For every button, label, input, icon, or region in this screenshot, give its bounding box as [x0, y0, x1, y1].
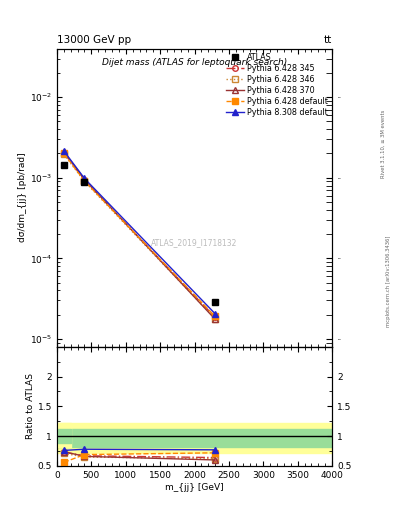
- Bar: [57, 423, 332, 453]
- Pythia 8.308 default: [61, 148, 66, 154]
- Line: Pythia 6.428 345: Pythia 6.428 345: [61, 150, 218, 320]
- Line: Pythia 6.428 default: Pythia 6.428 default: [61, 150, 219, 320]
- Pythia 6.428 default: [213, 313, 218, 319]
- ATLAS: [61, 162, 66, 168]
- Text: Rivet 3.1.10, ≥ 3M events: Rivet 3.1.10, ≥ 3M events: [381, 109, 386, 178]
- Pythia 6.428 346: [213, 315, 218, 322]
- Pythia 6.428 default: [82, 178, 87, 184]
- Text: Dijet mass (ATLAS for leptoquark search): Dijet mass (ATLAS for leptoquark search): [102, 57, 287, 67]
- Pythia 8.308 default: [82, 176, 87, 182]
- Pythia 6.428 370: [61, 148, 66, 155]
- Line: ATLAS: ATLAS: [61, 161, 219, 305]
- X-axis label: m_{jj} [GeV]: m_{jj} [GeV]: [165, 482, 224, 492]
- Pythia 6.428 default: [61, 151, 66, 157]
- Pythia 6.428 346: [82, 178, 87, 184]
- Legend: ATLAS, Pythia 6.428 345, Pythia 6.428 346, Pythia 6.428 370, Pythia 6.428 defaul: ATLAS, Pythia 6.428 345, Pythia 6.428 34…: [225, 51, 330, 118]
- Pythia 6.428 345: [82, 177, 87, 183]
- ATLAS: [82, 179, 87, 185]
- Pythia 6.428 370: [213, 316, 218, 323]
- Pythia 6.428 346: [61, 151, 66, 157]
- Y-axis label: Ratio to ATLAS: Ratio to ATLAS: [26, 373, 35, 439]
- Line: Pythia 8.308 default: Pythia 8.308 default: [61, 147, 219, 317]
- Pythia 6.428 370: [82, 177, 87, 183]
- Y-axis label: dσ/dm_{jj} [pb/rad]: dσ/dm_{jj} [pb/rad]: [18, 153, 27, 243]
- Line: Pythia 6.428 346: Pythia 6.428 346: [61, 152, 218, 322]
- Text: ATLAS_2019_I1718132: ATLAS_2019_I1718132: [151, 238, 238, 247]
- Line: Pythia 6.428 370: Pythia 6.428 370: [61, 149, 218, 322]
- Text: mcplots.cern.ch [arXiv:1306.3436]: mcplots.cern.ch [arXiv:1306.3436]: [386, 236, 391, 327]
- Text: 13000 GeV pp: 13000 GeV pp: [57, 35, 131, 45]
- ATLAS: [213, 298, 218, 305]
- Pythia 6.428 345: [213, 314, 218, 321]
- Pythia 6.428 345: [61, 150, 66, 156]
- Text: tt: tt: [324, 35, 332, 45]
- Bar: [57, 429, 332, 447]
- Pythia 8.308 default: [213, 311, 218, 317]
